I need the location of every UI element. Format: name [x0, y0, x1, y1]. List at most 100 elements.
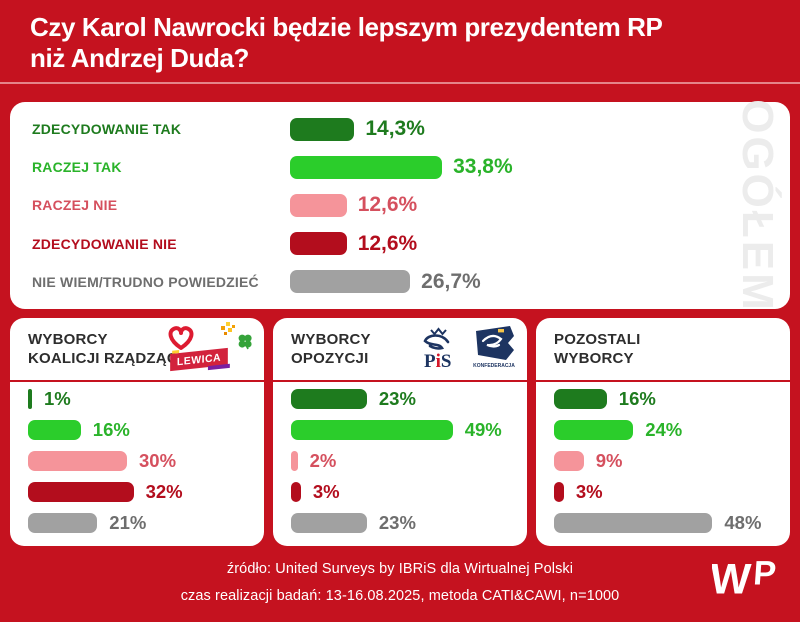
bar: [290, 193, 347, 217]
bar: [291, 450, 298, 471]
bar: [28, 450, 127, 471]
group-header: POZOSTALI WYBORCY: [536, 318, 790, 382]
lewica-logo-text: LEWICA: [176, 351, 222, 368]
group-card-koalicja: WYBORCY KOALICJI RZĄDZĄCEJ: [10, 318, 264, 546]
group-title: POZOSTALI WYBORCY: [554, 331, 641, 367]
result-row: RACZEJ NIE 12,6%: [32, 193, 726, 217]
value-label: 48%: [724, 511, 762, 533]
result-row: 16%: [28, 419, 256, 441]
title-line-1: Czy Karol Nawrocki będzie lepszym prezyd…: [30, 12, 663, 42]
bar: [554, 450, 584, 471]
bar: [291, 512, 367, 533]
value-label: 49%: [464, 419, 502, 441]
konfederacja-logo-text: KONFEDERACJA: [473, 363, 515, 369]
bar: [291, 389, 367, 410]
result-row: ZDECYDOWANIE TAK 14,3%: [32, 117, 726, 141]
value-label: 16%: [92, 419, 130, 441]
group-header: WYBORCY OPOZYCJI PiS KONFEDERACJA: [273, 318, 527, 382]
overall-rows: ZDECYDOWANIE TAK 14,3% RACZEJ TAK 33,8% RACZ…: [32, 110, 726, 301]
category-label: RACZEJ NIE: [32, 197, 118, 214]
svg-text:P: P: [752, 555, 777, 593]
value-label: 12,6%: [357, 231, 418, 255]
pis-letter-i: i: [436, 351, 441, 372]
group-card-opozycja: WYBORCY OPOZYCJI PiS KONFEDERACJA 23: [273, 318, 527, 546]
value-label: 23%: [378, 511, 416, 533]
ko-heart-icon: [168, 326, 194, 350]
pozostali-rows: 16% 24% 9% 3% 48%: [554, 384, 782, 538]
value-label: 32%: [145, 480, 183, 502]
category-label: ZDECYDOWANIE TAK: [32, 121, 182, 138]
lewica-logo: LEWICA: [170, 347, 228, 372]
page-title: Czy Karol Nawrocki będzie lepszym prezyd…: [30, 12, 663, 74]
pis-logo: PiS: [423, 327, 451, 372]
bar: [554, 512, 713, 533]
result-row: 3%: [291, 481, 519, 503]
result-row: 1%: [28, 388, 256, 410]
result-row: NIE WIEM/TRUDNO POWIEDZIEĆ 26,7%: [32, 270, 726, 294]
title-line-2: niż Andrzej Duda?: [30, 43, 250, 73]
result-row: 16%: [554, 388, 782, 410]
title-divider: [0, 82, 800, 84]
group-title: WYBORCY OPOZYCJI: [291, 331, 371, 367]
konfederacja-logo: KONFEDERACJA: [473, 326, 515, 369]
value-label: 26,7%: [421, 269, 481, 293]
svg-text:PiS: PiS: [424, 351, 451, 372]
result-row: 32%: [28, 481, 256, 503]
category-label: RACZEJ TAK: [32, 159, 122, 176]
result-row: 48%: [554, 512, 782, 534]
result-row: 49%: [291, 419, 519, 441]
bar: [28, 481, 134, 502]
overall-chart-card: ZDECYDOWANIE TAK 14,3% RACZEJ TAK 33,8% RACZ…: [10, 99, 790, 312]
result-row: 23%: [291, 388, 519, 410]
koalicja-logos: LEWICA: [162, 322, 254, 376]
result-row: 30%: [28, 450, 256, 472]
svg-text:W: W: [712, 556, 753, 604]
result-row: 24%: [554, 419, 782, 441]
polska-2050-icon: [221, 322, 235, 335]
result-row: 21%: [28, 512, 256, 534]
psl-clover-icon: [238, 334, 252, 350]
bar: [291, 420, 453, 441]
value-label: 1%: [44, 388, 71, 410]
result-row: ZDECYDOWANIE NIE 12,6%: [32, 232, 726, 256]
bar: [554, 420, 634, 441]
pis-letter-p: P: [424, 351, 436, 372]
bar: [290, 155, 443, 179]
footer-details: czas realizacji badań: 13-16.08.2025, me…: [180, 588, 620, 604]
value-label: 12,6%: [357, 193, 418, 217]
bar: [290, 270, 411, 294]
result-row: 23%: [291, 512, 519, 534]
group-header: WYBORCY KOALICJI RZĄDZĄCEJ: [10, 318, 264, 382]
bar: [290, 232, 347, 256]
value-label: 2%: [309, 449, 337, 471]
result-row: 9%: [554, 450, 782, 472]
value-label: 3%: [575, 480, 603, 502]
value-label: 24%: [645, 419, 683, 441]
overall-watermark: OGÓŁEM: [733, 98, 782, 313]
bar: [28, 420, 81, 441]
result-row: 3%: [554, 481, 782, 503]
opozycja-logos: PiS KONFEDERACJA: [415, 322, 519, 378]
opozycja-rows: 23% 49% 2% 3% 23%: [291, 384, 519, 538]
bar: [554, 389, 607, 410]
bar: [291, 481, 301, 502]
value-label: 30%: [139, 449, 177, 471]
bar: [554, 481, 564, 502]
value-label: 14,3%: [365, 117, 425, 141]
footer-source: źródło: United Surveys by IBRiS dla Wirt…: [226, 561, 574, 577]
category-label: ZDECYDOWANIE NIE: [32, 235, 177, 252]
group-cards: WYBORCY KOALICJI RZĄDZĄCEJ: [10, 318, 790, 546]
bar: [28, 512, 98, 533]
value-label: 16%: [618, 388, 656, 410]
value-label: 23%: [378, 388, 416, 410]
value-label: 9%: [595, 449, 623, 471]
value-label: 3%: [312, 480, 340, 502]
bar: [28, 389, 32, 410]
group-card-pozostali: POZOSTALI WYBORCY 16% 24% 9% 3% 48%: [536, 318, 790, 546]
value-label: 33,8%: [453, 155, 513, 179]
category-label: NIE WIEM/TRUDNO POWIEDZIEĆ: [32, 273, 259, 290]
koalicja-rows: 1% 16% 30% 32% 21%: [28, 384, 256, 538]
value-label: 21%: [109, 511, 147, 533]
bar: [290, 117, 355, 141]
